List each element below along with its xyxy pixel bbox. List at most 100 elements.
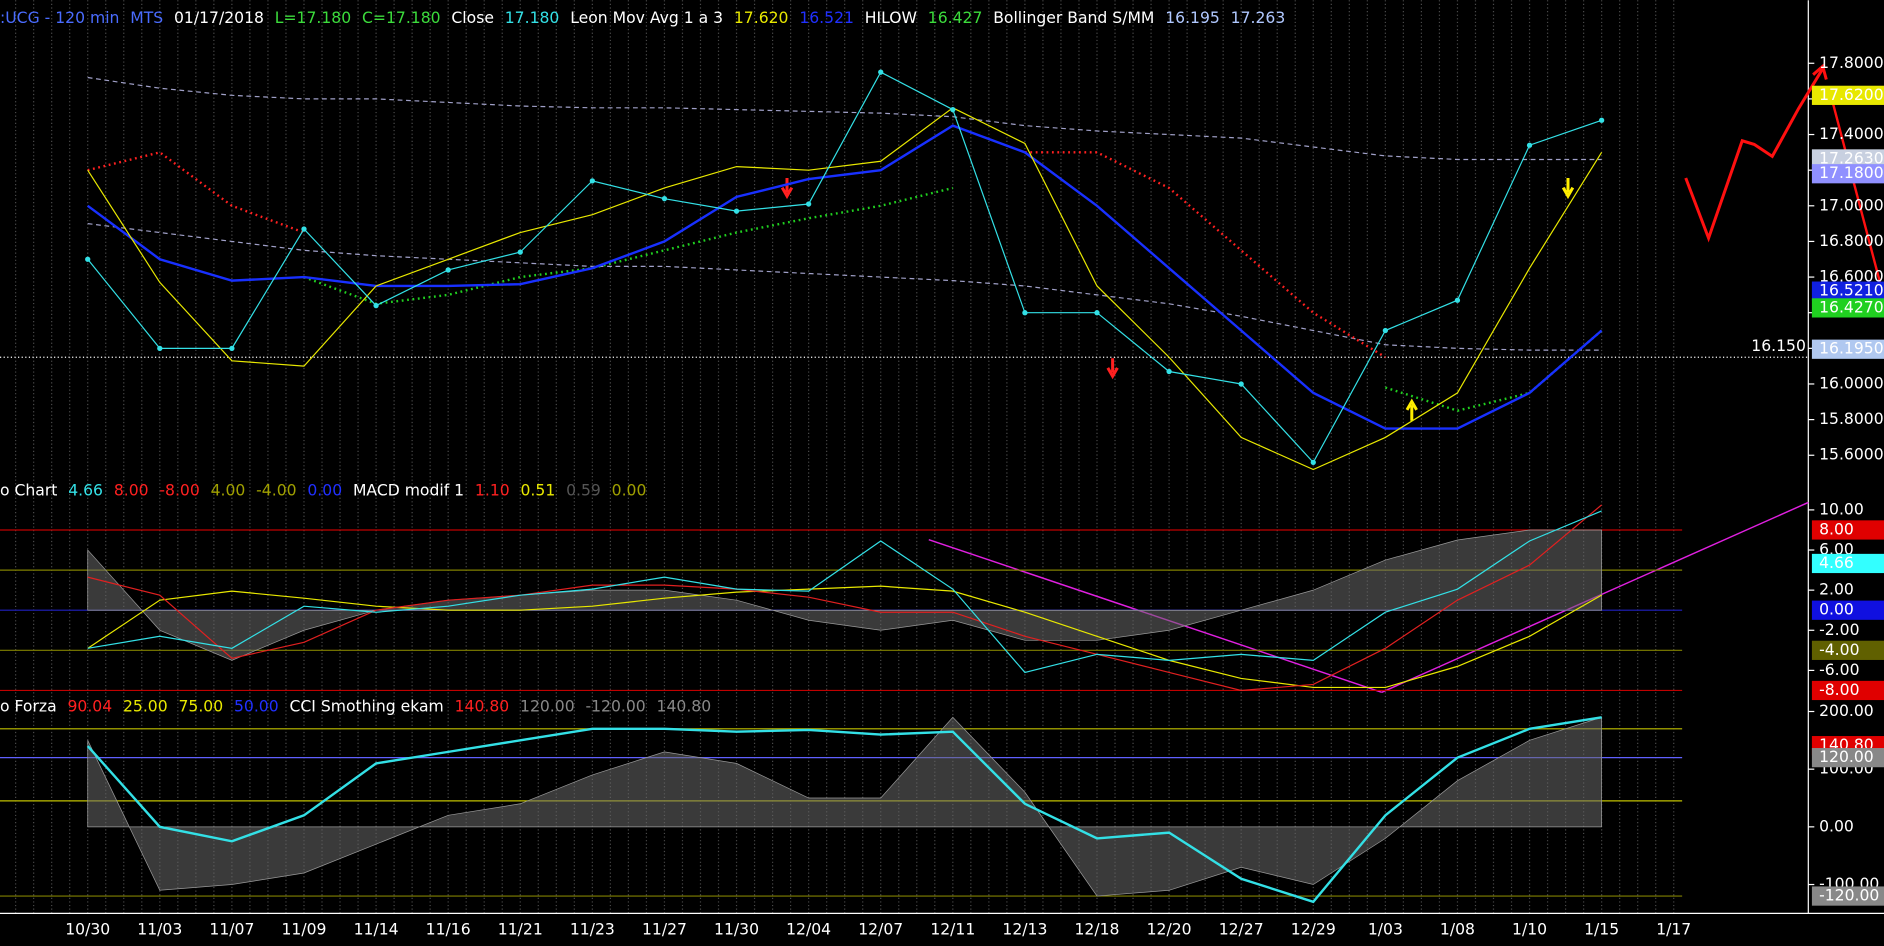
value-box-label: 120.00 xyxy=(1819,748,1874,766)
price-dot xyxy=(229,345,235,351)
header-item: 0.00 xyxy=(612,481,647,499)
value-box xyxy=(1811,164,1884,184)
value-box xyxy=(1811,886,1884,906)
header-item: 4.66 xyxy=(68,481,103,499)
price-dot xyxy=(445,267,451,273)
y-tick-label: 0.00 xyxy=(1819,817,1854,835)
x-tick-label: 12/20 xyxy=(1147,921,1192,939)
price-dot xyxy=(157,345,163,351)
buy-arrow xyxy=(1405,398,1418,421)
x-tick-label: 11/30 xyxy=(714,921,759,939)
price-dot xyxy=(661,196,668,202)
header-item: -120.00 xyxy=(585,697,645,715)
y-tick-label: 200.00 xyxy=(1819,702,1874,720)
header-item: HILOW xyxy=(865,9,917,27)
panel-header: o Chart 4.66 8.00 -8.00 4.00 -4.00 0.00 MACD mo… xyxy=(0,481,646,499)
price-dot xyxy=(1526,142,1533,148)
value-box-label: 16.1950 xyxy=(1819,340,1884,358)
value-box xyxy=(1811,553,1884,574)
price-dot xyxy=(1382,327,1389,334)
value-box-label: 16.5210 xyxy=(1819,282,1884,300)
price-dot xyxy=(85,256,91,262)
histogram-area xyxy=(87,529,1603,661)
header-item: 25.00 xyxy=(123,697,168,715)
value-box-label: 17.2630 xyxy=(1819,149,1884,167)
x-tick-label: 11/16 xyxy=(426,921,471,939)
indicator-line xyxy=(303,186,1603,412)
x-tick-label: 11/07 xyxy=(209,921,254,939)
x-tick-label: 1/03 xyxy=(1368,921,1403,939)
header-item: Bollinger Band S/MM xyxy=(993,9,1154,27)
header-item: MACD modif 1 xyxy=(353,481,464,499)
header-item: 4.00 xyxy=(211,481,246,499)
x-tick-label: 1/15 xyxy=(1584,921,1619,939)
value-box-label: 0.00 xyxy=(1819,601,1854,619)
x-tick-label: 11/23 xyxy=(570,921,615,939)
value-box xyxy=(1811,748,1884,768)
price-dot xyxy=(878,69,884,75)
header-item: C=17.180 xyxy=(362,9,441,27)
value-box xyxy=(1811,520,1884,540)
y-tick-label: -2.00 xyxy=(1819,621,1859,639)
header-item: 140.80 xyxy=(455,697,510,715)
x-tick-label: 11/21 xyxy=(498,921,543,939)
header-item: 0.51 xyxy=(521,481,556,499)
indicator-line xyxy=(87,76,1602,161)
header-item: o Chart xyxy=(0,481,57,499)
price-dot xyxy=(1166,368,1172,375)
header-item: 17.263 xyxy=(1231,9,1286,27)
value-box xyxy=(1811,339,1884,359)
header-item: 01/17/2018 xyxy=(174,9,264,27)
value-box xyxy=(1811,298,1884,318)
y-tick-label: 17.8000 xyxy=(1819,54,1884,72)
header-item: MTS xyxy=(130,9,163,27)
price-dot xyxy=(301,226,307,232)
y-tick-label: 15.6000 xyxy=(1819,446,1884,464)
x-tick-label: 11/14 xyxy=(354,921,399,939)
y-tick-label: 16.0000 xyxy=(1819,374,1884,392)
price-dot xyxy=(517,249,523,255)
header-item: 17.620 xyxy=(734,9,789,27)
price-dot xyxy=(1094,310,1100,316)
x-tick-label: 11/27 xyxy=(642,921,687,939)
value-box xyxy=(1811,281,1884,301)
value-box-label: 17.1800 xyxy=(1819,164,1884,182)
y-tick-label: 17.0000 xyxy=(1819,196,1884,214)
header-item: 90.04 xyxy=(67,697,112,715)
y-tick-label: 10.00 xyxy=(1819,500,1864,518)
price-dot xyxy=(1238,381,1244,387)
indicator-line xyxy=(86,124,1603,430)
y-tick-label: 16.8000 xyxy=(1819,232,1884,250)
indicator-line xyxy=(87,151,1386,359)
panel-header: :UCG - 120 min MTS 01/17/2018 L=17.180 C=17.… xyxy=(0,9,1285,27)
y-tick-label: -6.00 xyxy=(1819,661,1859,679)
price-dot xyxy=(1454,297,1461,303)
header-item: Close xyxy=(451,9,494,27)
indicator-line xyxy=(87,223,1602,351)
header-item: 0.59 xyxy=(566,481,601,499)
value-box-label: 16.4270 xyxy=(1819,298,1884,316)
header-item: -8.00 xyxy=(159,481,199,499)
price-dot xyxy=(1598,117,1605,123)
x-tick-label: 11/09 xyxy=(281,921,326,939)
header-item: 75.00 xyxy=(178,697,223,715)
value-box-label: 4.66 xyxy=(1819,554,1854,572)
x-tick-label: 12/27 xyxy=(1219,921,1264,939)
forecast xyxy=(1684,63,1883,289)
price-dot xyxy=(373,302,379,309)
value-box-label: -120.00 xyxy=(1819,887,1879,905)
header-item: 0.00 xyxy=(307,481,342,499)
x-tick-label: 12/29 xyxy=(1291,921,1336,939)
forecast-line xyxy=(1829,96,1883,289)
header-item: 16.521 xyxy=(799,9,854,27)
indicator-line xyxy=(87,107,1603,471)
x-tick-label: 11/03 xyxy=(137,921,182,939)
header-item: 140.80 xyxy=(657,697,712,715)
indicator-line xyxy=(87,585,1602,689)
forecast-arrowhead xyxy=(1812,63,1828,80)
value-box xyxy=(1811,85,1884,105)
histogram-area xyxy=(87,716,1603,897)
